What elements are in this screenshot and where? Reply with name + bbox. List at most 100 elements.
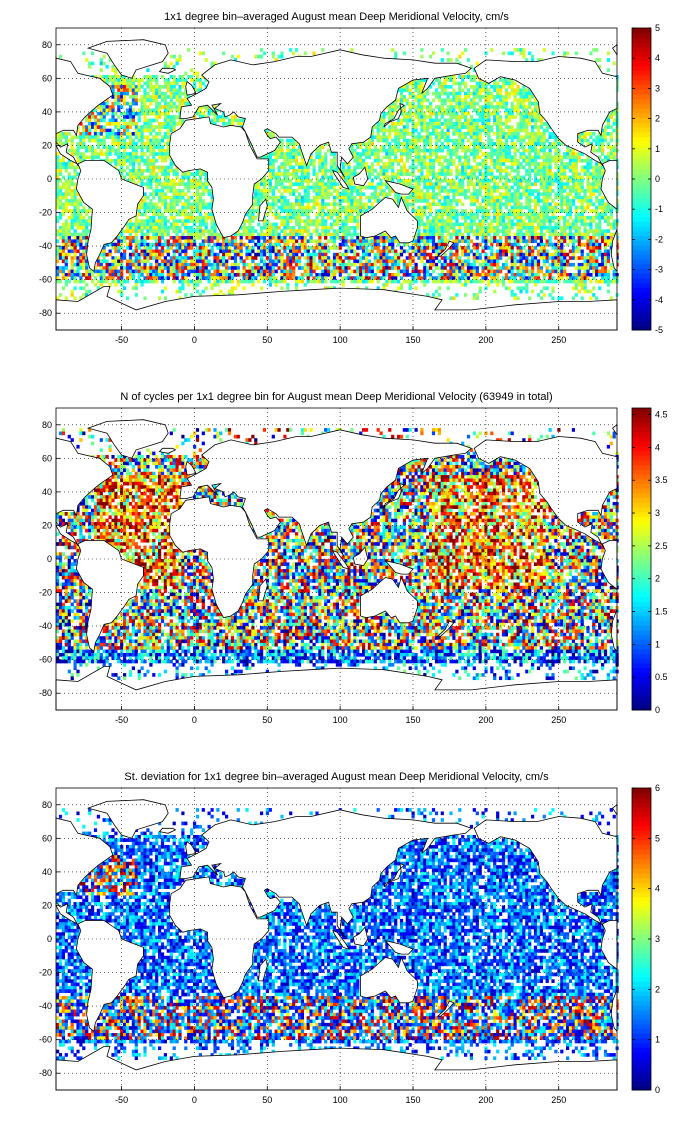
data-cell <box>166 118 170 123</box>
data-cell <box>79 135 83 140</box>
data-cell <box>93 128 98 133</box>
data-cell <box>548 202 552 207</box>
data-cell <box>125 78 130 82</box>
data-cell <box>577 192 581 197</box>
data-cell <box>262 236 267 240</box>
data-cell <box>449 202 453 207</box>
data-cell <box>128 219 133 223</box>
data-cell <box>370 142 374 146</box>
data-cell <box>533 148 538 153</box>
data-cell <box>598 175 602 180</box>
data-cell <box>446 128 450 133</box>
data-cell <box>105 145 109 150</box>
data-cell <box>484 219 488 223</box>
data-cell <box>73 202 77 207</box>
data-cell <box>397 192 401 197</box>
data-cell <box>496 95 500 99</box>
data-cell <box>528 192 532 197</box>
data-cell <box>423 226 427 230</box>
data-cell <box>493 132 497 136</box>
data-cell <box>123 81 127 86</box>
data-cell <box>449 58 453 62</box>
data-cell <box>431 81 436 86</box>
data-cell <box>67 162 71 166</box>
data-cell <box>536 199 541 203</box>
data-cell <box>516 135 520 140</box>
data-cell <box>423 205 427 210</box>
data-cell <box>598 199 602 203</box>
data-cell <box>586 215 590 220</box>
data-cell <box>586 165 590 170</box>
data-cell <box>574 212 578 217</box>
data-cell <box>329 175 334 180</box>
data-cell <box>123 142 127 146</box>
data-cell <box>499 219 503 223</box>
data-cell <box>566 145 570 150</box>
data-cell <box>277 168 281 173</box>
data-cell <box>356 155 360 160</box>
data-cell <box>461 122 465 126</box>
data-cell <box>254 202 258 207</box>
data-cell <box>300 179 305 183</box>
data-cell <box>82 205 86 210</box>
data-cell <box>143 199 147 203</box>
data-cell <box>458 179 462 183</box>
data-cell <box>458 222 462 227</box>
data-cell <box>504 222 509 227</box>
data-cell <box>327 179 331 183</box>
data-cell <box>533 162 538 166</box>
data-cell <box>522 125 526 129</box>
data-cell <box>195 236 200 240</box>
data-cell <box>586 189 590 193</box>
data-cell <box>458 168 462 173</box>
data-cell <box>93 118 98 123</box>
data-cell <box>155 179 159 183</box>
data-cell <box>455 132 459 136</box>
data-cell <box>131 168 136 173</box>
data-cell <box>431 132 436 136</box>
data-cell <box>516 182 520 187</box>
data-cell <box>519 179 523 183</box>
data-cell <box>458 54 462 59</box>
data-cell <box>490 138 494 143</box>
data-cell <box>169 101 173 106</box>
data-cell <box>487 199 491 203</box>
data-cell <box>172 122 176 126</box>
data-cell <box>423 229 427 233</box>
data-cell <box>429 212 433 217</box>
data-cell <box>475 192 479 197</box>
data-cell <box>70 182 74 187</box>
data-cell <box>178 91 182 96</box>
data-cell <box>542 168 546 173</box>
data-cell <box>472 75 476 79</box>
data-cell <box>568 215 573 220</box>
data-cell <box>128 88 133 93</box>
data-cell <box>598 168 602 173</box>
data-cell <box>446 209 450 213</box>
data-cell <box>504 81 509 86</box>
data-cell <box>493 189 497 193</box>
data-cell <box>507 209 511 213</box>
data-cell <box>289 152 293 156</box>
data-cell <box>472 105 476 109</box>
data-cell <box>123 155 127 160</box>
data-cell <box>283 239 287 244</box>
data-cell <box>560 199 564 203</box>
data-cell <box>193 219 197 223</box>
data-cell <box>493 111 497 116</box>
data-cell <box>169 105 173 109</box>
data-cell <box>399 101 404 106</box>
data-cell <box>123 75 127 79</box>
data-cell <box>493 226 497 230</box>
data-cell <box>496 195 500 200</box>
data-cell <box>408 101 412 106</box>
data-cell <box>219 115 223 119</box>
data-cell <box>309 155 313 160</box>
data-cell <box>420 95 424 99</box>
data-cell <box>554 226 558 230</box>
data-cell <box>160 232 165 237</box>
data-cell <box>612 148 616 153</box>
data-cell <box>598 192 602 197</box>
data-cell <box>70 202 74 207</box>
data-cell <box>120 229 124 233</box>
